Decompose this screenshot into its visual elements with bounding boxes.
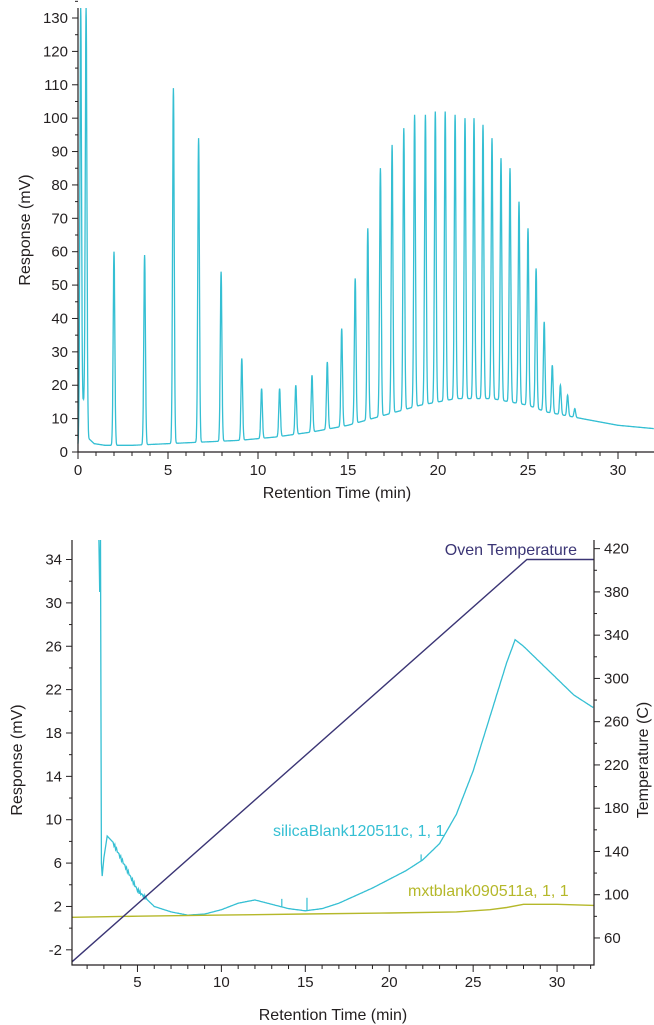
bottom-y-tick-label: 30	[45, 595, 62, 612]
top-y-tick-label: 120	[43, 43, 68, 60]
top-y-tick-label: 80	[51, 177, 68, 194]
top-y-tick-label: 0	[60, 444, 68, 461]
bottom-y2-tick-label: 340	[604, 627, 629, 644]
top-x-tick-label: 15	[340, 462, 357, 479]
top-y-tick-label: 90	[51, 144, 68, 161]
bottom-y-tick-label: 18	[45, 725, 62, 742]
bottom-y-tick-label: -2	[49, 942, 62, 959]
top-y-tick-label: 30	[51, 344, 68, 361]
bottom-x-axis-label: Retention Time (min)	[259, 1007, 408, 1024]
top-trace-line	[77, 7, 654, 446]
bottom-x-tick-label: 30	[549, 974, 566, 991]
top-x-tick-label: 10	[250, 462, 267, 479]
bottom-y2-tick-label: 380	[604, 584, 629, 601]
bottom-y-tick-label: 2	[54, 898, 62, 915]
bottom-y-tick-label: 10	[45, 812, 62, 829]
bottom-y-tick-label: 6	[54, 855, 62, 872]
top-x-tick-label: 25	[520, 462, 537, 479]
bottom-x-tick-label: 10	[213, 974, 230, 991]
bottom-x-tick-label: 25	[465, 974, 482, 991]
top-y-tick-label: 10	[51, 411, 68, 428]
top-x-tick-label: 20	[430, 462, 447, 479]
top-y-tick-label: 70	[51, 210, 68, 227]
legend-oven-temperature: Oven Temperature	[445, 542, 577, 559]
bottom-y2-tick-label: 220	[604, 757, 629, 774]
top-y-tick-label: 100	[43, 110, 68, 127]
top-y-tick-label: 60	[51, 244, 68, 261]
top-x-axis-label: Retention Time (min)	[263, 485, 412, 502]
bottom-y-tick-label: 14	[45, 768, 62, 785]
top-x-tick-label: 30	[610, 462, 627, 479]
bottom-y2-tick-label: 180	[604, 800, 629, 817]
top-y-tick-label: 40	[51, 310, 68, 327]
bottom-y-axis-label: Response (mV)	[9, 704, 26, 815]
bottom-axes	[71, 540, 595, 966]
top-x-tick-label: 0	[74, 462, 82, 479]
bottom-y2-tick-label: 300	[604, 670, 629, 687]
top-x-tick-label: 5	[164, 462, 172, 479]
top-y-tick-label: 20	[51, 377, 68, 394]
mxt-blank-line	[71, 903, 595, 918]
bottom-y-tick-label: 26	[45, 638, 62, 655]
legend-mxt-blank: mxtblank090511a, 1, 1	[408, 883, 569, 900]
oven-temperature-line	[71, 558, 594, 963]
silica-blank-line	[98, 539, 594, 916]
bottom-x-tick-label: 5	[133, 974, 141, 991]
bottom-y2-tick-label: 60	[604, 930, 621, 947]
bottom-y2-axis-label: Temperature (C)	[635, 702, 652, 818]
bottom-x-tick-label: 15	[297, 974, 314, 991]
top-y-tick-label: 110	[44, 77, 68, 94]
bottom-x-tick-label: 20	[381, 974, 398, 991]
top-y-axis-label: Response (mV)	[17, 174, 34, 285]
top-y-tick-label: 130	[43, 10, 68, 27]
bottom-y2-tick-label: 420	[604, 541, 629, 558]
top-chromatogram: 0 10 20 30 40 50 60 70 80 90 100 110 120 130 0 5 10 15 20…	[17, 0, 654, 502]
bottom-y2-tick-label: 100	[604, 887, 629, 904]
legend-silica-blank: silicaBlank120511c, 1, 1	[273, 823, 444, 840]
bottom-y2-tick-label: 260	[604, 714, 629, 731]
bottom-y-tick-label: 22	[45, 682, 62, 699]
top-y-tick-label: 50	[51, 277, 68, 294]
bottom-y2-tick-label: 140	[604, 843, 629, 860]
bottom-y-tick-label: 34	[45, 552, 62, 569]
